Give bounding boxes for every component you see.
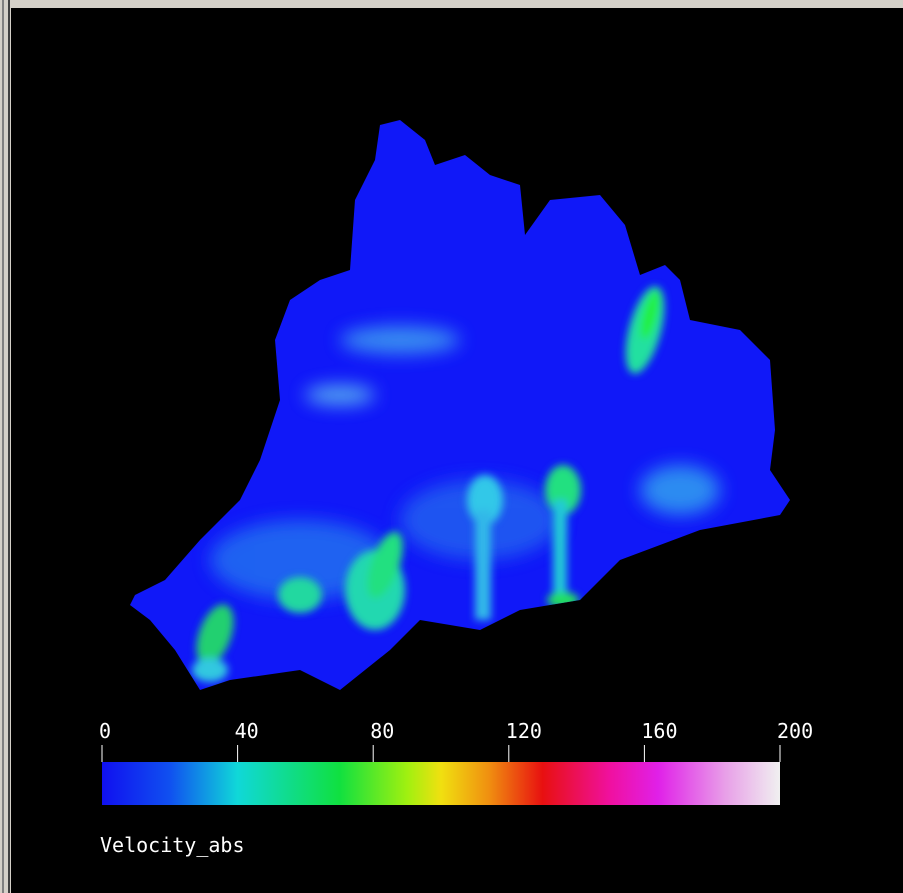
tick-label: 80 (370, 719, 394, 743)
tick-label: 160 (641, 719, 677, 743)
tick-label: 120 (506, 719, 542, 743)
colorbar-label: Velocity_abs (100, 833, 245, 857)
tick-label: 0 (99, 719, 111, 743)
viewer: 0 40 80 120 160 200 Velocity_abs (0, 0, 903, 893)
tick-label: 200 (777, 719, 813, 743)
page: 04080120160200 Velocity_abs (() => { con… (0, 0, 903, 893)
colorbar-gradient (102, 762, 780, 805)
tick-label: 40 (235, 719, 259, 743)
